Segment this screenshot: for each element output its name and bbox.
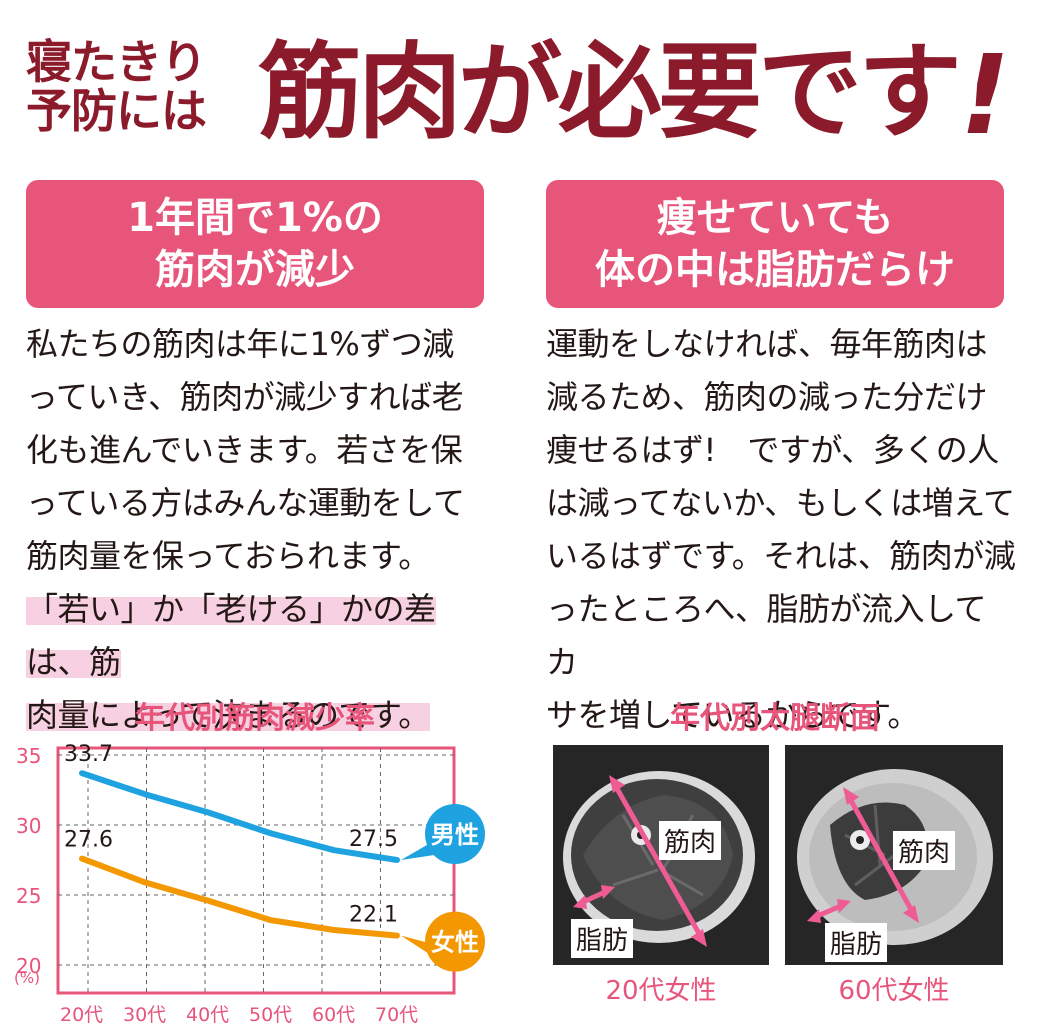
data-label-end: 27.5 xyxy=(349,827,398,852)
data-point xyxy=(268,917,274,923)
thigh-cross-section-60s: 筋肉 脂肪 xyxy=(785,745,1003,965)
data-label-start: 27.6 xyxy=(64,828,113,853)
left-body-line: っている方はみんな運動をして xyxy=(26,484,465,522)
x-tick-label: 20代 xyxy=(60,1004,103,1026)
data-point xyxy=(268,830,274,836)
title-small-line2: 予防には xyxy=(26,84,207,138)
thigh-cross-section-20s: 筋肉 脂肪 xyxy=(553,745,769,965)
left-heading: 1年間で1%の 筋肉が減少 xyxy=(26,180,484,308)
data-point xyxy=(331,927,337,933)
right-body-line: 運動をしなければ、毎年筋肉は xyxy=(546,325,988,363)
title-small-line1: 寝たきり xyxy=(26,35,207,89)
data-point xyxy=(79,770,85,776)
series-line-female xyxy=(79,855,400,939)
data-point xyxy=(142,791,148,797)
data-point xyxy=(205,898,211,904)
x-tick-label: 60代 xyxy=(312,1004,355,1026)
right-body-line: サを増しているからです。 xyxy=(546,696,919,734)
series-line-male xyxy=(79,770,400,863)
right-body-line: 減るため、筋肉の減った分だけ xyxy=(546,378,988,416)
highlighted-line: 肉量によって決まるのです。 xyxy=(26,696,430,734)
title-exclamation: ! xyxy=(960,31,1011,159)
title-small: 寝たきり 予防には xyxy=(26,38,256,136)
x-tick-label: 50代 xyxy=(249,1004,292,1026)
x-tick-label: 30代 xyxy=(123,1004,166,1026)
right-body-line: 痩せるはず! ですが、多くの人 xyxy=(546,431,999,469)
x-tick-label: 70代 xyxy=(375,1004,418,1026)
fat-label: 脂肪 xyxy=(825,923,888,962)
data-point xyxy=(394,857,400,863)
right-heading: 痩せていても 体の中は脂肪だらけ xyxy=(546,180,1004,308)
left-body-line: 筋肉量を保っておられます。 xyxy=(26,537,430,575)
x-tick-label: 40代 xyxy=(186,1004,229,1026)
data-point xyxy=(394,933,400,939)
right-heading-line1: 痩せていても xyxy=(656,195,894,241)
right-body: 運動をしなければ、毎年筋肉は 減るため、筋肉の減った分だけ 痩せるはず! ですが… xyxy=(546,318,1016,742)
legend-bubble xyxy=(425,804,485,864)
y-tick-label: 30 xyxy=(16,814,41,838)
photo-caption-60s: 60代女性 xyxy=(838,976,950,1006)
right-body-line: いるはずです。それは、筋肉が減 xyxy=(546,537,1016,575)
highlighted-line: 「若い」か「老ける」かの差は、筋 xyxy=(26,590,436,681)
data-point xyxy=(79,856,85,862)
right-body-line: は減ってないか、もしくは増えて xyxy=(546,484,1015,522)
left-body: 私たちの筋肉は年に1%ずつ減 っていき、筋肉が減少すれば老 化も進んでいきます。… xyxy=(26,318,496,742)
photo-caption: 年代別太腿断面 xyxy=(670,701,880,736)
data-label-end: 22.1 xyxy=(349,903,398,928)
legend-label: 男性 xyxy=(431,821,479,849)
left-heading-line1: 1年間で1%の xyxy=(127,195,383,241)
fat-label: 脂肪 xyxy=(571,919,634,958)
left-body-line: 化も進んでいきます。若さを保 xyxy=(26,431,463,469)
page-title: 筋肉が必要です xyxy=(258,31,962,153)
data-point xyxy=(205,809,211,815)
y-tick-label: 25 xyxy=(16,884,41,908)
data-point xyxy=(331,847,337,853)
left-body-line: っていき、筋肉が減少すれば老 xyxy=(26,378,464,416)
chart-caption: 年代別筋肉減少率 xyxy=(135,701,375,736)
muscle-label: 筋肉 xyxy=(893,831,956,870)
photo-caption-20s: 20代女性 xyxy=(605,976,717,1006)
left-body-line: 私たちの筋肉は年に1%ずつ減 xyxy=(26,325,454,363)
right-body-line: ったところへ、脂肪が流入してカ xyxy=(546,590,987,681)
data-point xyxy=(142,879,148,885)
muscle-decline-chart: 35 30 25 20(%) 20代 30代 40代 50代 60代 70代 33.7 27.5 男性 2… xyxy=(14,742,485,1026)
y-tick-label: 20 xyxy=(16,954,41,978)
legend-bubble xyxy=(425,911,485,972)
muscle-label: 筋肉 xyxy=(659,821,722,860)
data-label-start: 33.7 xyxy=(64,742,113,767)
legend-label: 女性 xyxy=(431,929,479,957)
y-unit-label: (%) xyxy=(14,969,40,987)
right-heading-line2: 体の中は脂肪だらけ xyxy=(595,247,955,293)
y-tick-label: 35 xyxy=(16,744,41,768)
left-heading-line2: 筋肉が減少 xyxy=(155,247,355,293)
